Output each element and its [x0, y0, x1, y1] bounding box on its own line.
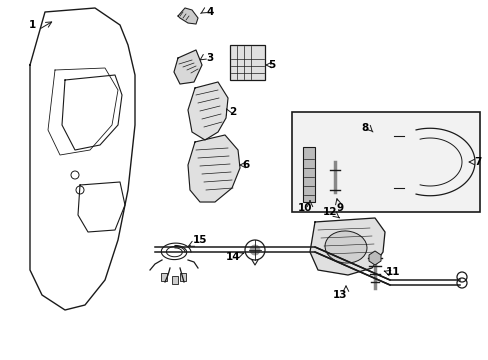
Text: 15: 15	[192, 235, 207, 245]
Circle shape	[469, 170, 475, 175]
Text: 7: 7	[473, 157, 481, 167]
Bar	[180, 273, 185, 281]
Text: 11: 11	[385, 267, 400, 277]
Text: 10: 10	[297, 203, 312, 213]
Text: 5: 5	[268, 60, 275, 70]
Polygon shape	[178, 8, 198, 24]
Bar	[161, 273, 167, 281]
Circle shape	[463, 139, 468, 145]
Text: 12: 12	[322, 207, 337, 217]
Text: 13: 13	[332, 290, 346, 300]
Text: 9: 9	[336, 203, 343, 213]
Polygon shape	[174, 50, 202, 84]
Ellipse shape	[325, 231, 366, 263]
Text: 3: 3	[206, 53, 213, 63]
Polygon shape	[187, 82, 227, 140]
Circle shape	[249, 245, 260, 255]
Text: 14: 14	[225, 252, 240, 262]
Polygon shape	[368, 251, 380, 265]
Bar	[229, 45, 264, 80]
Text: 8: 8	[361, 123, 368, 133]
Circle shape	[378, 134, 381, 136]
Polygon shape	[309, 218, 384, 275]
Text: 6: 6	[242, 160, 249, 170]
Bar	[291, 112, 479, 212]
Bar	[172, 276, 178, 284]
Text: 4: 4	[206, 7, 213, 17]
Bar	[303, 147, 314, 202]
Circle shape	[440, 127, 446, 133]
Text: 2: 2	[229, 107, 236, 117]
Text: 1: 1	[28, 20, 36, 30]
Polygon shape	[187, 135, 240, 202]
